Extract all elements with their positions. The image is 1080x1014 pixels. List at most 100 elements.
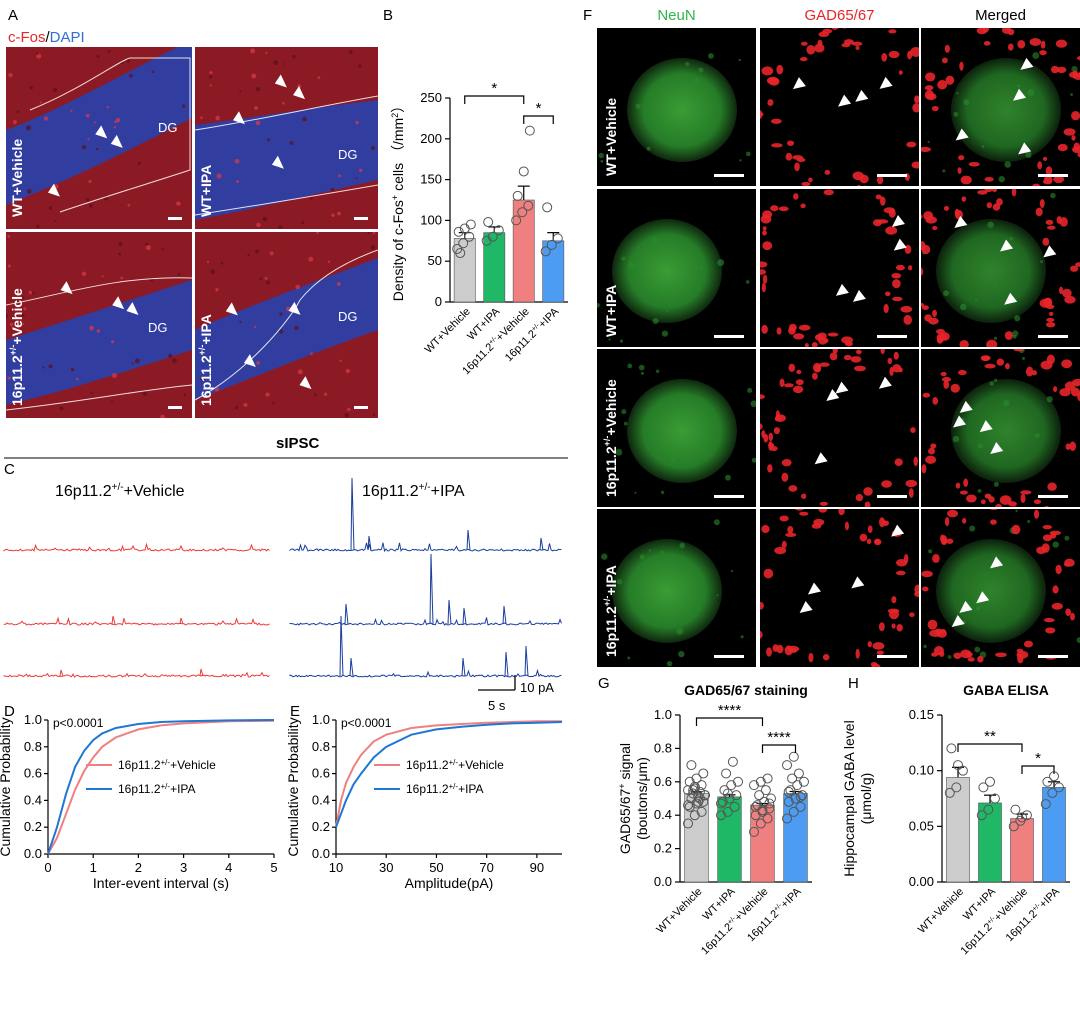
gad-puncta xyxy=(992,203,1001,211)
green-puncta xyxy=(693,77,700,84)
speckle xyxy=(264,276,268,280)
legend-label: 16p11.2+/-+IPA xyxy=(406,782,484,796)
green-puncta xyxy=(1012,330,1019,337)
micrograph-tile-4: DG 16p11.2+/-+IPA xyxy=(195,232,378,418)
gad-puncta xyxy=(940,371,947,377)
gad-puncta xyxy=(832,349,838,354)
green-puncta xyxy=(740,635,744,639)
speckle xyxy=(309,196,313,200)
speckle xyxy=(29,86,34,90)
gad-puncta xyxy=(1046,225,1056,230)
data-point xyxy=(792,780,803,791)
speckle xyxy=(172,358,177,363)
gad-puncta xyxy=(922,392,931,398)
gad-puncta xyxy=(776,327,782,335)
speckle xyxy=(88,203,93,208)
current-trace xyxy=(3,616,270,626)
speckle xyxy=(295,284,301,290)
x-axis-label: Inter-event interval (s) xyxy=(93,875,229,891)
gad-puncta xyxy=(929,629,942,638)
data-point xyxy=(719,785,730,796)
gad-puncta xyxy=(963,478,969,487)
gad-puncta xyxy=(921,305,929,310)
gad-puncta xyxy=(944,517,950,527)
gad-puncta xyxy=(855,45,860,50)
data-point xyxy=(523,200,534,211)
gad-puncta xyxy=(811,342,818,347)
tile-background xyxy=(760,349,919,507)
trace-event xyxy=(466,529,471,551)
gad-puncta xyxy=(888,29,897,34)
gad-puncta xyxy=(931,105,939,112)
gad-puncta xyxy=(1033,509,1040,519)
speckle xyxy=(59,406,64,411)
gad-puncta xyxy=(760,269,766,275)
data-point xyxy=(732,776,743,787)
gad-puncta xyxy=(910,427,916,433)
green-puncta xyxy=(1076,637,1080,643)
trace-label-ipa: 16p11.2+/-+IPA xyxy=(362,482,465,500)
data-point xyxy=(764,803,775,814)
gad-puncta xyxy=(844,521,849,531)
micrograph-tile-2: DG WT+IPA xyxy=(195,47,378,229)
gad-puncta xyxy=(1064,558,1075,567)
gad-puncta xyxy=(760,261,768,268)
gad-puncta xyxy=(760,214,772,224)
staining-tile xyxy=(760,509,919,667)
gad-puncta xyxy=(793,193,799,200)
gad-puncta xyxy=(881,480,892,488)
arrowhead-icon xyxy=(243,354,256,368)
gad-puncta xyxy=(1033,499,1042,505)
gad-puncta xyxy=(898,70,903,75)
gad-puncta xyxy=(831,28,839,30)
x-tick-label: 3 xyxy=(180,860,187,875)
data-point xyxy=(785,785,796,796)
gad-puncta xyxy=(1071,111,1080,121)
speckle xyxy=(134,358,140,364)
gad-puncta xyxy=(763,568,774,579)
gad-puncta xyxy=(1039,298,1052,308)
data-point xyxy=(464,231,475,242)
gad-puncta xyxy=(856,349,862,355)
gad-puncta xyxy=(866,538,872,545)
speckle xyxy=(265,392,270,397)
speckle xyxy=(273,60,279,66)
gad-puncta xyxy=(801,493,807,499)
gad-puncta xyxy=(933,645,944,656)
green-puncta xyxy=(928,549,933,554)
green-puncta xyxy=(1022,356,1026,360)
green-puncta xyxy=(597,303,600,308)
gad-puncta xyxy=(943,205,950,211)
gad-puncta xyxy=(940,535,948,545)
gad-puncta xyxy=(880,196,886,206)
gad-puncta xyxy=(867,641,872,648)
staining-tile xyxy=(921,509,1080,667)
gad-puncta xyxy=(1072,70,1078,75)
scale-bar xyxy=(714,495,744,498)
speckle xyxy=(113,126,117,129)
gad-puncta xyxy=(1051,602,1063,610)
gad-puncta xyxy=(799,511,809,516)
gad-puncta xyxy=(986,202,993,209)
significance-label: * xyxy=(1035,750,1041,767)
gad-puncta xyxy=(771,143,783,148)
speckle xyxy=(39,101,42,104)
speckle xyxy=(220,261,224,265)
gad-puncta xyxy=(921,146,932,152)
gad-puncta xyxy=(888,50,900,59)
arrowhead-icon xyxy=(126,301,139,315)
gad-puncta xyxy=(822,654,830,661)
trace-event xyxy=(179,617,184,625)
speckle xyxy=(370,145,376,151)
significance-bracket xyxy=(761,744,797,753)
green-puncta xyxy=(666,310,669,313)
trace-event xyxy=(462,607,467,625)
gad-puncta xyxy=(808,652,814,663)
chart-inter-event-interval: 0.0 0.2 0.4 0.6 0.8 1.0 0 1 2 3 4 5 16p11.2+/-+Vehic… xyxy=(0,712,278,891)
green-puncta xyxy=(1034,433,1040,439)
arrowhead-icon xyxy=(976,591,990,604)
neuron-soma xyxy=(951,58,1061,162)
y-tick-label: 0.15 xyxy=(909,707,934,722)
trace-label-vehicle: 16p11.2+/-+Vehicle xyxy=(55,482,185,500)
arrowhead-icon xyxy=(879,76,893,89)
